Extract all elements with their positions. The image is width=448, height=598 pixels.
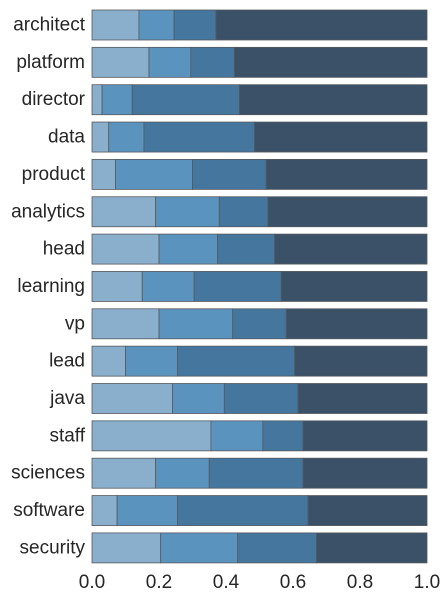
bar-product-segment-2 xyxy=(115,158,193,190)
bar-platform-segment-1 xyxy=(91,46,150,78)
category-label-analytics: analytics xyxy=(11,201,85,222)
bar-architect-segment-3 xyxy=(173,9,217,41)
category-label-sciences: sciences xyxy=(11,463,85,484)
bar-data-segment-3 xyxy=(143,121,255,153)
bar-architect-segment-2 xyxy=(138,9,175,41)
bar-java-segment-4 xyxy=(297,383,428,414)
x-tick-label: 0.4 xyxy=(213,572,240,593)
bar-sciences-segment-1 xyxy=(91,457,157,489)
bar-vp-segment-1 xyxy=(91,308,160,340)
category-labels: architect platform director data product anal… xyxy=(11,15,86,559)
bar-sciences-segment-2 xyxy=(155,457,210,489)
bar-vp-segment-2 xyxy=(158,308,234,340)
bar-director-segment-3 xyxy=(131,84,240,116)
x-tick-label: 0.0 xyxy=(79,572,105,593)
bar-architect-segment-1 xyxy=(91,9,140,41)
bar-java-segment-1 xyxy=(91,383,173,414)
bar-learning-segment-1 xyxy=(91,271,143,302)
bar-learning-segment-2 xyxy=(141,271,195,302)
bar-architect-segment-4 xyxy=(215,9,428,41)
bar-analytics-segment-1 xyxy=(91,196,157,228)
bar-software-segment-3 xyxy=(177,495,309,526)
x-tick-label: 0.2 xyxy=(146,572,172,593)
bar-vp-segment-3 xyxy=(232,308,287,340)
category-label-security: security xyxy=(20,537,86,558)
bar-security-segment-1 xyxy=(91,532,162,564)
category-label-java: java xyxy=(49,388,85,409)
bar-head-segment-4 xyxy=(274,233,428,265)
bar-data-segment-1 xyxy=(91,121,110,153)
bar-director-segment-4 xyxy=(238,84,428,116)
bar-product-segment-3 xyxy=(192,158,267,190)
bar-data-segment-4 xyxy=(254,121,428,153)
bar-staff-segment-4 xyxy=(302,420,428,452)
bar-lead-segment-3 xyxy=(177,345,296,377)
bar-product-segment-4 xyxy=(265,158,428,190)
bar-analytics-segment-3 xyxy=(218,196,269,228)
bar-head-segment-1 xyxy=(91,233,160,265)
bars-group xyxy=(91,9,428,564)
bar-security-segment-2 xyxy=(160,532,239,564)
category-label-platform: platform xyxy=(16,52,85,73)
bar-platform-segment-2 xyxy=(148,46,192,78)
bar-lead-segment-4 xyxy=(294,345,428,377)
bar-lead-segment-1 xyxy=(91,345,126,377)
bar-staff-segment-2 xyxy=(210,420,264,452)
x-tick-label: 0.6 xyxy=(280,572,306,593)
bar-platform-segment-4 xyxy=(233,46,428,78)
category-label-architect: architect xyxy=(13,15,86,36)
category-label-data: data xyxy=(48,127,85,148)
category-label-lead: lead xyxy=(49,351,85,372)
category-label-vp: vp xyxy=(65,313,85,334)
bar-security-segment-4 xyxy=(316,532,428,564)
x-tick-label: 0.8 xyxy=(347,572,373,593)
category-label-software: software xyxy=(13,500,85,521)
bar-software-segment-4 xyxy=(307,495,428,526)
bar-analytics-segment-4 xyxy=(267,196,428,228)
bar-staff-segment-3 xyxy=(262,420,304,452)
category-label-learning: learning xyxy=(17,276,85,297)
bar-software-segment-1 xyxy=(91,495,118,526)
bar-director-segment-2 xyxy=(101,84,133,116)
bar-product-segment-1 xyxy=(91,158,116,190)
bar-learning-segment-3 xyxy=(193,271,282,302)
bar-analytics-segment-2 xyxy=(155,196,220,228)
bar-sciences-segment-4 xyxy=(302,457,428,489)
bar-learning-segment-4 xyxy=(280,271,428,302)
bar-java-segment-2 xyxy=(171,383,225,414)
bar-director-segment-1 xyxy=(91,84,103,116)
bar-security-segment-3 xyxy=(237,532,317,564)
bar-staff-segment-1 xyxy=(91,420,212,452)
x-tick-label: 1.0 xyxy=(414,572,440,593)
bar-lead-segment-2 xyxy=(125,345,178,377)
category-label-head: head xyxy=(43,239,85,260)
bar-head-segment-3 xyxy=(217,233,275,265)
bar-platform-segment-3 xyxy=(190,46,235,78)
bar-vp-segment-4 xyxy=(285,308,428,340)
bar-java-segment-3 xyxy=(223,383,299,414)
bar-data-segment-2 xyxy=(108,121,145,153)
bar-sciences-segment-3 xyxy=(208,457,304,489)
category-label-director: director xyxy=(22,89,86,110)
category-label-product: product xyxy=(22,164,86,185)
category-label-staff: staff xyxy=(49,425,85,446)
x-tick-labels: 0.0 0.2 0.4 0.6 0.8 1.0 xyxy=(79,572,440,593)
bar-head-segment-2 xyxy=(158,233,219,265)
bar-software-segment-2 xyxy=(116,495,178,526)
